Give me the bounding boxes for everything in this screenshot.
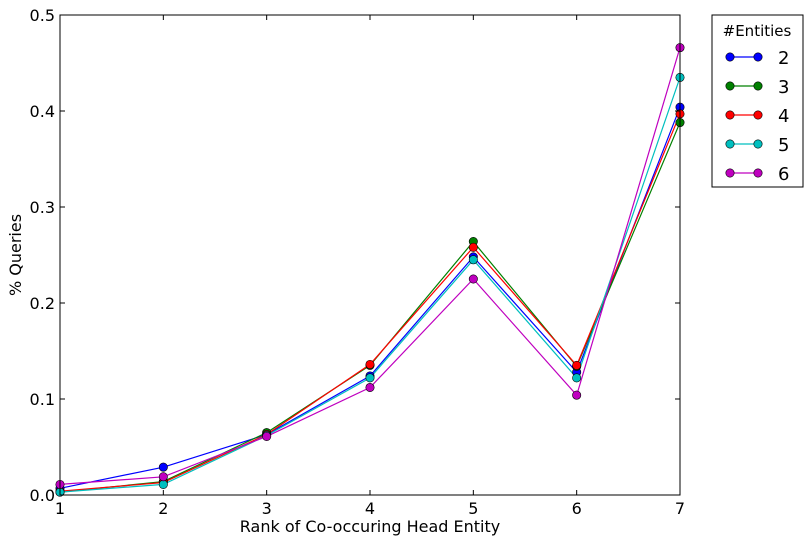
y-tick-label: 0.1: [30, 390, 55, 409]
y-tick-label: 0.4: [30, 102, 55, 121]
y-tick-label: 0.0: [30, 486, 55, 505]
legend-marker-5: [753, 139, 763, 149]
x-tick-label: 3: [262, 499, 272, 518]
y-axis-label: % Queries: [6, 214, 25, 296]
legend-items: 2 3 4 5 6: [725, 48, 789, 185]
axis-ticks: 1 2 3 4 5 6 7 0.0 0.1 0.2 0.3 0.4 0.5: [30, 6, 686, 518]
x-tick-label: 6: [572, 499, 582, 518]
legend-label-2: 2: [778, 48, 789, 69]
data-point-series-4: [572, 360, 582, 370]
legend-title: #Entities: [723, 22, 792, 40]
legend-marker-3: [725, 81, 735, 91]
y-tick-label: 0.2: [30, 294, 55, 313]
legend-marker-6: [725, 168, 735, 178]
legend-marker-3: [753, 81, 763, 91]
y-tick-label: 0.3: [30, 198, 55, 217]
x-tick-label: 5: [468, 499, 478, 518]
legend-marker-6: [753, 168, 763, 178]
legend-marker-2: [725, 52, 735, 62]
legend-label-4: 4: [778, 106, 789, 127]
legend-label-6: 6: [778, 164, 789, 185]
x-axis-label: Rank of Co-occuring Head Entity: [240, 517, 500, 536]
data-point-series-4: [365, 359, 375, 369]
data-point-series-6: [262, 431, 272, 441]
legend-marker-5: [725, 139, 735, 149]
legend-marker-4: [753, 110, 763, 120]
data-point-series-4: [468, 242, 478, 252]
data-point-series-2: [158, 462, 168, 472]
data-point-series-5: [158, 479, 168, 489]
data-point-series-6: [158, 472, 168, 482]
legend-label-5: 5: [778, 135, 789, 156]
legend: #Entities 2 3 4 5 6: [711, 14, 804, 188]
x-tick-label: 1: [55, 499, 65, 518]
legend-marker-4: [725, 110, 735, 120]
data-point-series-6: [572, 390, 582, 400]
data-point-series-5: [572, 373, 582, 383]
legend-box: [711, 14, 804, 188]
x-tick-label: 7: [675, 499, 685, 518]
plot-series-group: [55, 43, 685, 497]
legend-label-3: 3: [778, 77, 789, 98]
data-point-series-5: [365, 373, 375, 383]
data-point-series-5: [468, 255, 478, 265]
data-point-series-6: [365, 382, 375, 392]
y-tick-label: 0.5: [30, 6, 55, 25]
x-tick-label: 4: [365, 499, 375, 518]
data-point-series-6: [468, 274, 478, 284]
x-tick-label: 2: [158, 499, 168, 518]
legend-marker-2: [753, 52, 763, 62]
